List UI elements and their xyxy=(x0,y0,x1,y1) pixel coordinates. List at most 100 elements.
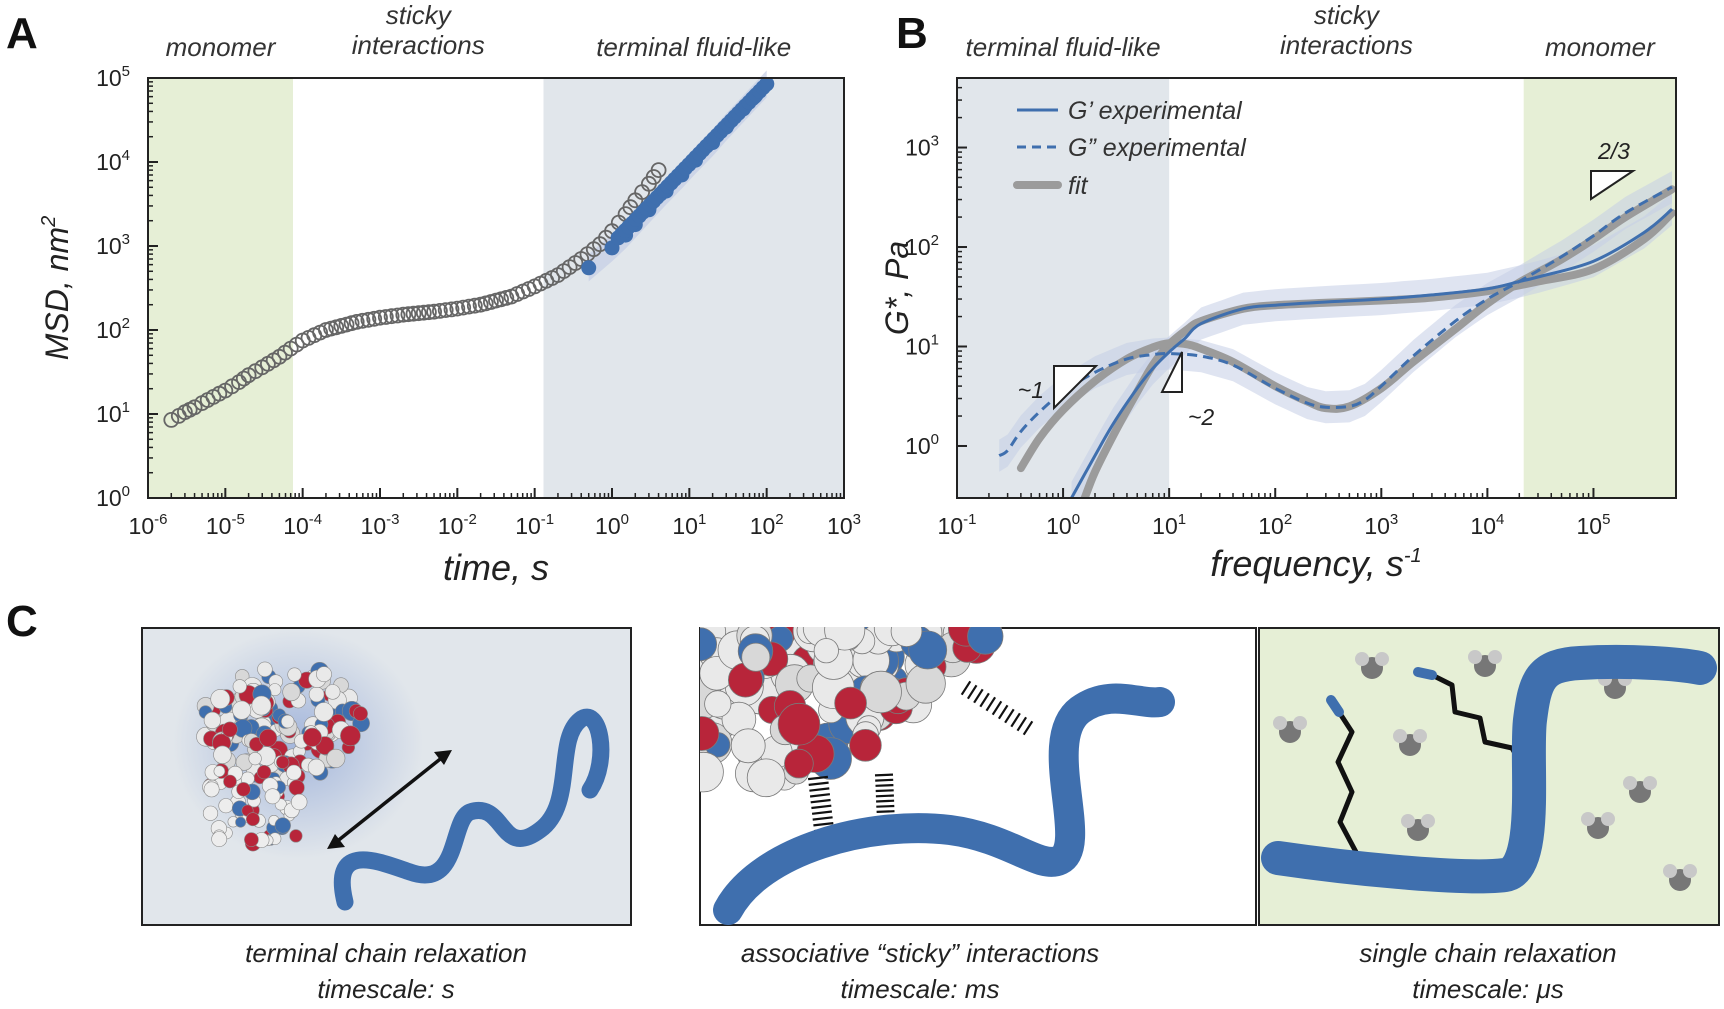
protein-bead xyxy=(746,758,786,798)
gray-data-point xyxy=(354,312,371,329)
hatch-line xyxy=(966,684,978,700)
g-double-prime-line xyxy=(998,185,1673,457)
protein-bead xyxy=(340,725,361,747)
panel-b-region-label-1-1: interactions xyxy=(1280,30,1413,60)
panel-a-xtick-label-6: 100 xyxy=(595,511,629,539)
caption-terminal-line1: terminal chain relaxation xyxy=(245,938,527,968)
protein-bead xyxy=(326,748,346,768)
panel-a-region-2 xyxy=(543,78,844,498)
water-molecule xyxy=(1663,864,1697,891)
gray-data-point xyxy=(377,309,394,325)
panel-b-xtick-base-6: 10 xyxy=(1576,513,1602,539)
panel-b-xtick-base-5: 10 xyxy=(1470,513,1496,539)
slope-triangle-1: ~1 xyxy=(1018,365,1099,411)
panel-b-ytick-base-1: 10 xyxy=(905,334,931,360)
panel-a-y-label: MSD, nm xyxy=(39,227,75,360)
panel-a-xtick-exp-7: 1 xyxy=(698,511,706,528)
water-hydrogen xyxy=(1581,812,1595,826)
gray-data-point xyxy=(395,306,412,323)
hatch-line xyxy=(979,692,990,708)
protein-surface-icon xyxy=(700,627,1004,798)
panel-a-xtick-exp-0: -6 xyxy=(154,511,167,528)
protein-bead xyxy=(264,788,281,805)
hatch-line xyxy=(1004,708,1015,724)
panel-a-ytick-exp-3: 3 xyxy=(122,231,130,248)
gray-data-point xyxy=(389,307,406,324)
panel-a-xtick-base-4: 10 xyxy=(438,513,464,539)
polymer-chain-icon xyxy=(333,708,610,911)
panel-b-region-label-1-0: sticky xyxy=(1314,0,1381,30)
protein-bead xyxy=(286,764,302,781)
water-hydrogen xyxy=(1293,716,1307,730)
protein-bead xyxy=(700,627,717,662)
protein-bead xyxy=(813,638,839,664)
panel-a-xtick-base-0: 10 xyxy=(129,513,155,539)
panel-b-x-label: frequency, s xyxy=(1210,543,1403,584)
panel-a-xtick-exp-1: -5 xyxy=(231,511,244,528)
panel-b-ytick-base-3: 10 xyxy=(905,135,931,161)
protein-bead xyxy=(235,816,246,828)
protein-bead xyxy=(905,663,946,704)
panel-b-ytick-exp-2: 2 xyxy=(931,232,939,249)
hatch-line xyxy=(874,773,894,777)
panel-a-xtick-label-0: 10-6 xyxy=(129,511,168,539)
hatch-line xyxy=(812,816,833,821)
panel-a-x-label: time, s xyxy=(443,547,549,588)
panel-b-x-label-sup: -1 xyxy=(1404,545,1422,567)
water-hydrogen xyxy=(1601,812,1615,826)
legend-g-double-prime: G” experimental xyxy=(1068,134,1247,162)
panel-b-lines xyxy=(998,185,1676,498)
protein-bead xyxy=(276,755,290,769)
gray-data-point xyxy=(415,304,432,321)
protein-bead xyxy=(223,774,237,789)
protein-bead xyxy=(213,765,226,778)
protein-bead xyxy=(849,728,882,762)
hatch-line xyxy=(973,688,984,704)
hatch-line xyxy=(876,799,895,803)
protein-bead xyxy=(353,706,368,722)
panel-b-xtick-exp-5: 4 xyxy=(1496,511,1504,528)
protein-bead xyxy=(232,700,252,720)
polymer-backbone-icon xyxy=(1261,644,1717,894)
panel-c-label: C xyxy=(6,597,38,646)
panel-a-ytick-base-0: 10 xyxy=(96,485,122,511)
panel-a-ytick-exp-0: 0 xyxy=(122,483,130,500)
svg-text:MSD, nm2: MSD, nm2 xyxy=(38,216,75,360)
hatch-line xyxy=(811,804,832,810)
gray-data-point xyxy=(163,411,180,428)
panel-a-label: A xyxy=(6,9,38,58)
panel-b-y-label-group: G*, Pa xyxy=(879,241,915,335)
legend-g-prime: G’ experimental xyxy=(1068,97,1243,125)
panel-c-box-sticky xyxy=(699,627,1257,926)
panel-b-region-label-2-0: monomer xyxy=(1545,32,1656,62)
protein-bead xyxy=(203,781,220,798)
panel-a-xtick-base-2: 10 xyxy=(283,513,309,539)
caption-single-line1: single chain relaxation xyxy=(1359,938,1616,968)
panel-a-ticks: 10-6 10-5 10-4 10-3 10-2 10-1 100 101 102 1031001… xyxy=(96,63,861,539)
panel-b-ytick-label-0: 100 xyxy=(905,431,939,459)
gray-data-point xyxy=(455,299,472,316)
hatch-line xyxy=(809,787,830,792)
hatch-line xyxy=(985,696,997,712)
caption-sticky-line2: timescale: ms xyxy=(841,974,1000,1004)
panel-a-region-label-0-0: monomer xyxy=(166,32,277,62)
panel-b-xtick-label-2: 101 xyxy=(1152,511,1186,539)
panel-a-xtick-label-8: 102 xyxy=(750,511,784,539)
panel-b-xtick-base-0: 10 xyxy=(938,513,964,539)
panel-a-ytick-label-5: 105 xyxy=(96,63,130,91)
gray-data-point xyxy=(461,298,477,315)
panel-a-ytick-base-1: 10 xyxy=(96,401,122,427)
hatch-line xyxy=(809,793,831,798)
protein-bead xyxy=(287,667,302,682)
panel-c: C terminal chain relaxation timescale: s… xyxy=(6,597,1720,1004)
panel-a-xtick-exp-6: 0 xyxy=(621,511,629,528)
protein-bead xyxy=(730,728,766,764)
protein-bead xyxy=(700,716,720,751)
hatch-line xyxy=(960,680,972,696)
protein-bead xyxy=(741,642,771,672)
gray-data-point xyxy=(405,305,422,322)
hatch-line xyxy=(1022,720,1034,736)
caption-single-line2: timescale: μs xyxy=(1412,974,1564,1004)
panel-a-ytick-exp-4: 4 xyxy=(122,147,130,164)
